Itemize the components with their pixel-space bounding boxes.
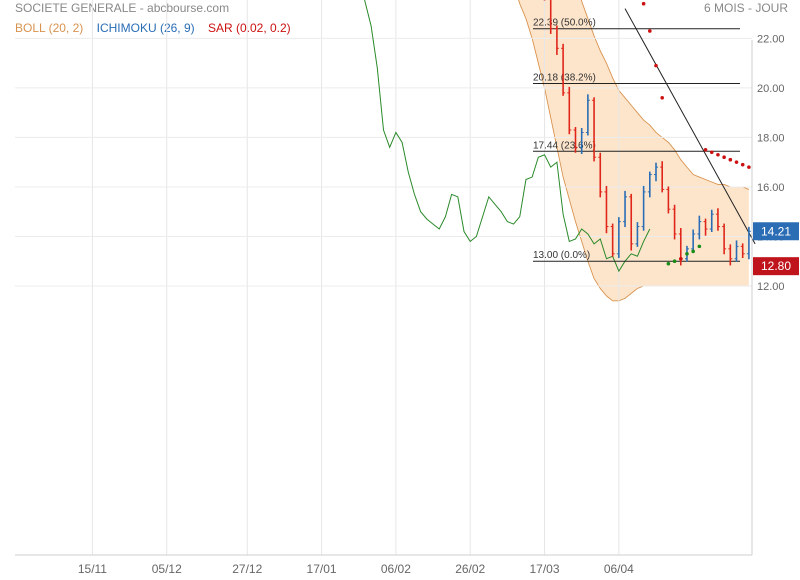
y-tick-label: 16.00 bbox=[757, 182, 785, 194]
x-tick-label: 15/11 bbox=[78, 562, 107, 576]
price-bar bbox=[697, 215, 702, 240]
sar-dot bbox=[654, 63, 658, 68]
sar-dot bbox=[666, 261, 671, 266]
price-bar bbox=[691, 229, 696, 254]
x-tick-label: 06/02 bbox=[381, 562, 411, 576]
price-bar bbox=[604, 185, 609, 234]
price-bar bbox=[660, 161, 665, 193]
x-tick-label: 26/02 bbox=[455, 562, 485, 576]
x-tick-label: 17/03 bbox=[530, 562, 560, 576]
price-bar bbox=[715, 208, 720, 231]
sar-dot bbox=[697, 244, 702, 249]
sar-dot bbox=[728, 157, 733, 162]
bollinger-upper-line bbox=[580, 0, 750, 190]
price-badge: 12.80 bbox=[753, 257, 799, 276]
price-bar bbox=[746, 226, 751, 260]
price-bar bbox=[647, 171, 652, 198]
legend-bollinger[interactable]: BOLL (20, 2) bbox=[15, 21, 84, 35]
sar-dot bbox=[716, 152, 720, 157]
price-badge-label: 14.21 bbox=[761, 224, 791, 238]
price-bar bbox=[554, 25, 559, 55]
price-bar bbox=[722, 223, 727, 255]
price-bar bbox=[585, 94, 590, 136]
bollinger-band bbox=[518, 0, 750, 302]
x-tick-label: 06/04 bbox=[604, 562, 634, 576]
price-bar bbox=[561, 43, 566, 96]
price-bar bbox=[598, 152, 603, 198]
price-bars bbox=[543, 0, 751, 266]
price-bar bbox=[573, 127, 578, 153]
price-bar bbox=[672, 204, 677, 240]
sar-dot bbox=[648, 29, 652, 33]
legend-sar[interactable]: SAR (0.02, 0.2) bbox=[207, 21, 291, 35]
sar-dot bbox=[678, 256, 683, 261]
period-selector[interactable]: 6 MOIS - JOUR bbox=[703, 1, 788, 15]
sar-dot bbox=[641, 1, 646, 6]
bollinger-fill bbox=[518, 0, 749, 301]
price-bar bbox=[666, 186, 671, 214]
sar-dot bbox=[709, 150, 714, 155]
sar-dot bbox=[722, 155, 726, 160]
price-bar bbox=[740, 243, 745, 259]
axes: 15/11 05/12 27/12 17/01 06/02 26/02 17/03 06/04… bbox=[15, 33, 785, 576]
price-badge: 14.21 bbox=[753, 222, 799, 241]
sar-dot bbox=[740, 162, 745, 167]
sar-dot bbox=[747, 165, 751, 169]
chart-title: SOCIETE GENERALE - abcbourse.com bbox=[15, 1, 230, 15]
ichimoku-line bbox=[364, 0, 651, 273]
fibonacci-label: 17.44 (23.6%) bbox=[533, 140, 596, 151]
sar-dot bbox=[691, 249, 695, 254]
sar-dot bbox=[734, 160, 739, 164]
price-bar bbox=[709, 209, 714, 233]
price-bar bbox=[635, 222, 640, 247]
price-bar bbox=[734, 240, 739, 262]
bollinger-lower-line bbox=[518, 0, 749, 302]
sar-dot bbox=[685, 251, 689, 256]
price-bar bbox=[592, 97, 597, 162]
price-bar bbox=[703, 218, 708, 236]
price-bar bbox=[567, 86, 572, 135]
price-badge-bg bbox=[753, 257, 799, 276]
indicator-legend: BOLL (20, 2) ICHIMOKU (26, 9) SAR (0.02,… bbox=[15, 21, 301, 35]
price-bar bbox=[728, 244, 733, 266]
price-badge-label: 12.80 bbox=[761, 259, 791, 273]
y-tick-label: 22.00 bbox=[757, 33, 785, 45]
fibonacci-label: 22.39 (50.0%) bbox=[533, 18, 596, 29]
price-bar bbox=[616, 217, 621, 259]
y-tick-label: 20.00 bbox=[757, 83, 785, 95]
grid bbox=[15, 0, 752, 555]
price-bar bbox=[623, 190, 628, 228]
price-badge-bg bbox=[753, 222, 799, 241]
sar-dot bbox=[703, 148, 708, 152]
y-tick-label: 12.00 bbox=[757, 281, 785, 293]
fibonacci-label: 20.18 (38.2%) bbox=[533, 72, 596, 83]
y-tick-label: 18.00 bbox=[757, 132, 785, 144]
x-tick-label: 17/01 bbox=[307, 562, 337, 576]
sar-dot bbox=[672, 259, 677, 264]
ichimoku-lagging-span bbox=[364, 0, 651, 273]
resistance-trendline bbox=[624, 8, 756, 245]
sar-dot bbox=[660, 96, 664, 100]
fibonacci-label: 13.00 (0.0%) bbox=[533, 250, 590, 261]
parabolic-sar bbox=[641, 1, 751, 266]
price-bar bbox=[579, 128, 584, 155]
legend-ichimoku[interactable]: ICHIMOKU (26, 9) bbox=[96, 21, 195, 35]
price-bar bbox=[549, 0, 553, 34]
price-bar bbox=[629, 193, 634, 251]
x-tick-label: 27/12 bbox=[232, 562, 262, 576]
x-tick-label: 05/12 bbox=[152, 562, 182, 576]
price-bar bbox=[654, 162, 659, 182]
price-bar bbox=[610, 223, 615, 257]
trendline bbox=[624, 8, 756, 245]
price-bar bbox=[641, 185, 646, 231]
